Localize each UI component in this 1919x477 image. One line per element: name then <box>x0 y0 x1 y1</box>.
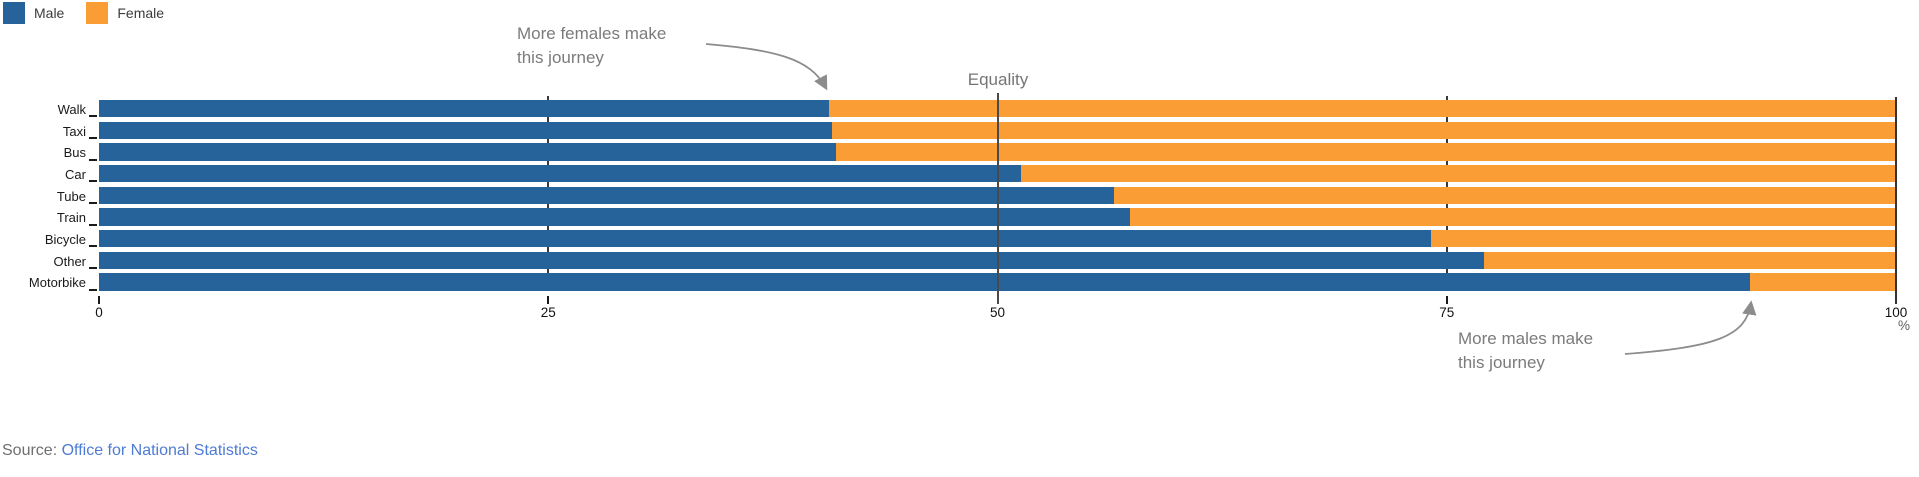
equality-line <box>996 93 999 304</box>
category-tick <box>89 223 97 226</box>
grid-tick <box>547 117 550 122</box>
female-segment-taxi[interactable] <box>832 121 1896 140</box>
male-segment-train[interactable] <box>99 208 1131 226</box>
category-label-motorbike: Motorbike <box>28 275 86 291</box>
male-segment-other[interactable] <box>99 251 1485 270</box>
grid-tick <box>1445 95 1448 100</box>
annotation-more-males-line2: this journey <box>1458 353 1545 372</box>
grid-tick <box>1445 247 1448 252</box>
source-prefix: Source: <box>2 442 62 459</box>
grid-tick <box>547 182 550 187</box>
grid-tick <box>547 95 550 100</box>
x-axis-label-50: 50 <box>989 305 1006 320</box>
annotation-more-females: More females make this journey <box>517 22 666 70</box>
x-axis-label-25: 25 <box>540 305 556 320</box>
x-axis-tick <box>98 296 100 304</box>
grid-tick <box>547 268 550 274</box>
x-axis-label-0: 0 <box>95 305 103 320</box>
category-tick <box>89 288 97 291</box>
female-swatch-icon <box>86 2 109 24</box>
grid-tick <box>1445 160 1448 165</box>
bar-row-bicycle <box>99 230 1896 248</box>
bar-row-car <box>99 165 1896 183</box>
category-label-train: Train <box>56 210 86 226</box>
grid-tick <box>547 225 550 230</box>
category-label-walk: Walk <box>57 102 86 117</box>
category-label-other: Other <box>53 253 86 269</box>
legend-item-female[interactable]: Female <box>86 2 164 24</box>
female-segment-car[interactable] <box>1020 165 1896 183</box>
category-tick <box>89 202 97 205</box>
axis-end-line-100 <box>1895 97 1897 304</box>
bar-row-walk <box>99 100 1896 118</box>
annotation-more-females-line2: this journey <box>517 48 604 67</box>
male-swatch-icon <box>3 2 25 24</box>
equality-label: Equality <box>967 70 1029 89</box>
category-tick <box>89 267 97 270</box>
axis-unit-label: % <box>1897 318 1910 333</box>
grid-tick <box>547 160 550 165</box>
category-label-bicycle: Bicycle <box>44 232 86 247</box>
bar-row-bus <box>99 143 1896 161</box>
female-segment-bicycle[interactable] <box>1430 230 1896 248</box>
legend-label-female: Female <box>117 5 165 21</box>
x-axis-label-75: 75 <box>1439 305 1455 320</box>
x-axis-tick <box>547 296 550 304</box>
male-segment-walk[interactable] <box>99 100 829 118</box>
category-tick <box>89 137 97 140</box>
annotation-more-males-line1: More males make <box>1458 329 1594 348</box>
x-axis-label-100: 100 <box>1884 305 1908 320</box>
grid-tick <box>547 138 550 144</box>
male-segment-tube[interactable] <box>99 186 1115 205</box>
x-axis-tick <box>1445 296 1448 304</box>
bar-row-taxi <box>99 121 1896 140</box>
source-line: Source: Office for National Statistics <box>2 442 258 460</box>
grid-tick <box>1445 268 1448 274</box>
male-segment-car[interactable] <box>99 165 1021 183</box>
grid-tick <box>1445 182 1448 187</box>
legend-item-male[interactable]: Male <box>3 2 64 24</box>
female-segment-bus[interactable] <box>835 143 1896 161</box>
grid-tick <box>1445 225 1448 230</box>
female-segment-other[interactable] <box>1484 251 1896 270</box>
source-link[interactable]: Office for National Statistics <box>61 442 258 459</box>
category-label-bus: Bus <box>63 145 86 161</box>
female-segment-walk[interactable] <box>828 100 1896 118</box>
legend-label-male: Male <box>34 5 65 21</box>
annotation-more-females-line1: More females make <box>517 24 667 43</box>
category-tick <box>89 158 97 161</box>
category-tick <box>89 180 97 183</box>
category-label-tube: Tube <box>56 188 86 204</box>
male-segment-bus[interactable] <box>99 143 836 161</box>
female-segment-motorbike[interactable] <box>1750 273 1896 291</box>
grid-tick <box>1445 203 1448 209</box>
male-segment-taxi[interactable] <box>99 121 833 140</box>
grid-tick <box>547 203 550 209</box>
category-tick <box>89 245 97 248</box>
bar-row-tube <box>99 186 1896 205</box>
grid-tick <box>1445 117 1448 122</box>
annotation-more-males: More males make this journey <box>1458 327 1593 375</box>
bar-row-other <box>99 251 1896 270</box>
bar-row-train <box>99 208 1896 226</box>
grid-tick <box>1445 138 1448 144</box>
grid-tick <box>547 247 550 252</box>
category-tick <box>89 115 97 118</box>
bar-row-motorbike <box>99 273 1896 291</box>
female-segment-tube[interactable] <box>1114 186 1896 205</box>
male-segment-motorbike[interactable] <box>99 273 1751 291</box>
female-segment-train[interactable] <box>1130 208 1896 226</box>
male-segment-bicycle[interactable] <box>99 230 1431 248</box>
legend: Male Female <box>3 2 164 24</box>
category-label-taxi: Taxi <box>62 123 86 139</box>
category-label-car: Car <box>65 167 86 182</box>
